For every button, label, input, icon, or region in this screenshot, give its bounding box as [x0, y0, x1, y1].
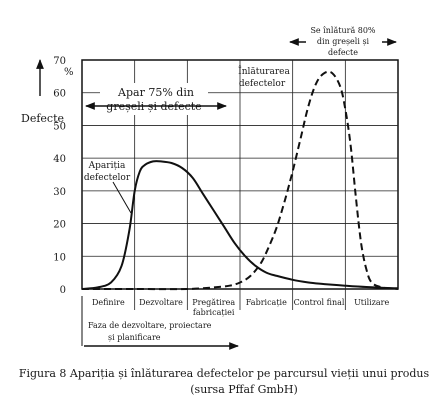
- series-label-apparition-line2: defectelor: [84, 173, 131, 183]
- series-line-apparition: [81, 160, 399, 290]
- y-tick-label: 60: [53, 89, 66, 100]
- phase-label: Fabricație: [246, 298, 287, 307]
- annotation-top-left: Apar 75% din greșeli și defecte: [85, 83, 227, 115]
- phase-label: Utilizare: [354, 298, 389, 307]
- series-label-removal-line1: Înlăturarea: [238, 65, 290, 77]
- annotation-bottom: Faza de dezvoltare, proiectare și planif…: [81, 296, 239, 350]
- series-label-apparition-line1: Apariția: [88, 161, 126, 171]
- annotation-bottom-line2: și planificare: [108, 333, 161, 342]
- y-tick-labels: 70 60 50 40 30 20 10 0: [53, 56, 66, 296]
- y-unit-label: %: [64, 67, 74, 78]
- series-label-apparition: Apariția defectelor: [84, 161, 132, 214]
- figure-caption-line1: Figura 8 Apariția și înlăturarea defecte…: [19, 367, 430, 380]
- y-tick-label: 70: [53, 56, 66, 67]
- figure-caption-line2: (sursa Pffaf GmbH): [190, 383, 297, 396]
- annotation-top-right-line1: Se înlătură 80%: [310, 26, 375, 35]
- annotation-top-right: Se înlătură 80% din greșeli și defecte: [289, 22, 397, 59]
- series-label-apparition-leader: [112, 181, 132, 214]
- y-tick-label: 50: [53, 121, 66, 132]
- y-axis-label: Defecte: [21, 112, 64, 125]
- series-layer: [81, 70, 399, 291]
- annotation-top-right-line3: defecte: [328, 48, 358, 57]
- annotation-top-left-line1: Apar 75% din: [117, 86, 194, 99]
- series-label-removal-line2: defectelor: [239, 79, 286, 89]
- series-label-removal: Înlăturarea defectelor: [238, 65, 290, 89]
- phase-label: Control final: [294, 298, 345, 307]
- y-tick-label: 40: [53, 154, 66, 165]
- annotation-top-right-bg: [306, 22, 382, 59]
- phase-label: fabricației: [193, 308, 235, 317]
- y-tick-label: 10: [53, 252, 66, 263]
- series-line-removal: [82, 70, 399, 291]
- phase-label: Definire: [92, 298, 125, 307]
- annotation-top-right-line2: din greșeli și: [317, 37, 370, 46]
- annotation-bottom-line1: Faza de dezvoltare, proiectare: [88, 321, 212, 330]
- phase-label: Pregătirea: [192, 298, 235, 307]
- phase-label: Dezvoltare: [139, 298, 183, 307]
- y-tick-label: 20: [53, 220, 66, 231]
- y-tick-label: 0: [60, 285, 66, 296]
- y-tick-label: 30: [53, 187, 66, 198]
- y-axis-label-group: Defecte: [21, 59, 64, 125]
